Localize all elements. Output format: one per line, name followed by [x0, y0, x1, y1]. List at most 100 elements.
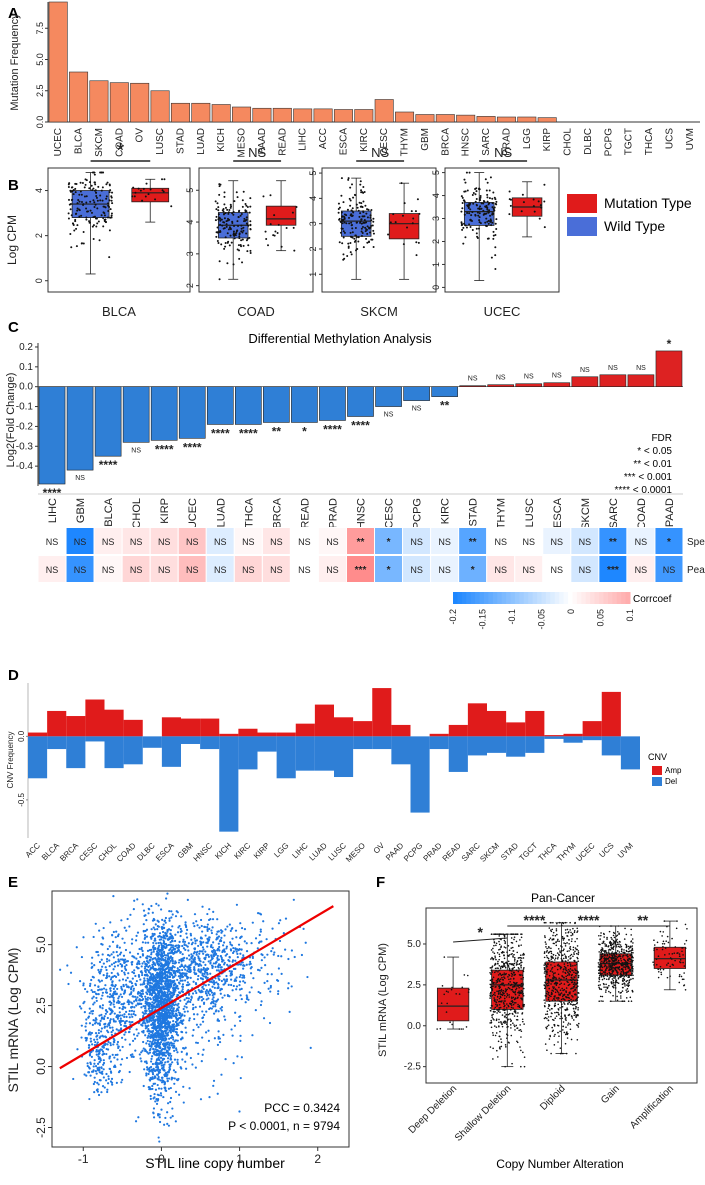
fdr-legend-2: ** < 0.01: [633, 459, 672, 470]
c-x-label: STAD: [468, 498, 480, 527]
f-point: [504, 946, 506, 948]
e-point: [129, 1071, 131, 1073]
e-point: [197, 975, 199, 977]
b-point: [220, 243, 222, 245]
e-point: [178, 1017, 180, 1019]
b-point: [82, 182, 84, 184]
d-x-label: KICH: [213, 841, 233, 861]
e-point: [134, 975, 136, 977]
c-heat-label: NS: [186, 565, 199, 575]
e-point: [105, 1079, 107, 1081]
e-point: [130, 986, 132, 988]
b-point: [274, 230, 276, 232]
e-point: [154, 928, 156, 930]
b-point: [225, 236, 227, 238]
e-point: [160, 1012, 162, 1014]
f-point: [501, 982, 503, 984]
b-point: [472, 194, 474, 196]
e-point: [224, 1058, 226, 1060]
c-heat-label: *: [387, 565, 391, 576]
e-point: [160, 998, 162, 1000]
e-point: [175, 915, 177, 917]
f-point: [494, 1007, 496, 1009]
e-point: [242, 980, 244, 982]
d-bar-del: [105, 736, 124, 768]
e-point: [185, 932, 187, 934]
e-point: [93, 1083, 95, 1085]
e-point: [145, 1072, 147, 1074]
e-point: [128, 1001, 130, 1003]
panel-label-b: B: [8, 177, 19, 194]
c-legend-gradient: [621, 592, 626, 604]
e-point: [142, 1041, 144, 1043]
e-point: [172, 1077, 174, 1079]
e-point: [154, 937, 156, 939]
e-point: [188, 994, 190, 996]
e-point: [164, 970, 166, 972]
b-point: [93, 201, 95, 203]
e-point: [230, 984, 232, 986]
e-point: [223, 934, 225, 936]
e-point: [190, 999, 192, 1001]
b-point: [352, 231, 354, 233]
e-point: [116, 1028, 118, 1030]
b-point: [366, 229, 368, 231]
e-point: [133, 1010, 135, 1012]
e-point: [163, 1074, 165, 1076]
b-ytick-label: 3: [185, 251, 195, 256]
e-point: [76, 1048, 78, 1050]
e-point: [152, 1019, 154, 1021]
c-bar-up: [572, 377, 598, 387]
panel-label-f: F: [376, 874, 385, 891]
e-point: [91, 962, 93, 964]
f-point: [451, 1024, 453, 1026]
b-point: [106, 195, 108, 197]
f-point: [502, 995, 504, 997]
e-point: [171, 925, 173, 927]
a-bar: [69, 72, 87, 122]
e-point: [230, 930, 232, 932]
e-point: [214, 987, 216, 989]
b-point: [107, 182, 109, 184]
b-point: [510, 205, 512, 207]
b-point: [221, 219, 223, 221]
b-point: [110, 208, 112, 210]
e-point: [175, 944, 177, 946]
e-point: [200, 937, 202, 939]
c-legend-gradient: [488, 592, 493, 604]
b-point: [481, 208, 483, 210]
b-point: [102, 200, 104, 202]
c-legend-tick: -0.1: [507, 609, 517, 625]
e-point: [139, 956, 141, 958]
b-point: [238, 258, 240, 260]
e-point: [112, 1029, 114, 1031]
d-bar-del: [506, 736, 525, 756]
b-point: [240, 244, 242, 246]
e-point: [152, 968, 154, 970]
b-point: [243, 218, 245, 220]
e-point: [135, 935, 137, 937]
a-x-label: THCA: [644, 128, 655, 156]
e-point: [192, 922, 194, 924]
c-x-label: THYM: [496, 498, 508, 529]
e-point: [206, 913, 208, 915]
d-x-label: SARC: [460, 841, 482, 863]
e-point: [171, 949, 173, 951]
b-point: [493, 231, 495, 233]
e-point: [149, 1030, 151, 1032]
f-point: [440, 1028, 442, 1030]
e-point: [187, 899, 189, 901]
e-point: [263, 982, 265, 984]
d-bar-amp: [564, 734, 583, 737]
e-point: [159, 932, 161, 934]
d-x-label: LUAD: [307, 841, 329, 863]
e-point: [143, 923, 145, 925]
d-bar-del: [449, 736, 468, 772]
e-point: [170, 1037, 172, 1039]
e-point: [218, 979, 220, 981]
e-point: [191, 956, 193, 958]
f-point: [502, 1026, 504, 1028]
f-point: [510, 989, 512, 991]
b-point: [508, 213, 510, 215]
e-point: [215, 981, 217, 983]
